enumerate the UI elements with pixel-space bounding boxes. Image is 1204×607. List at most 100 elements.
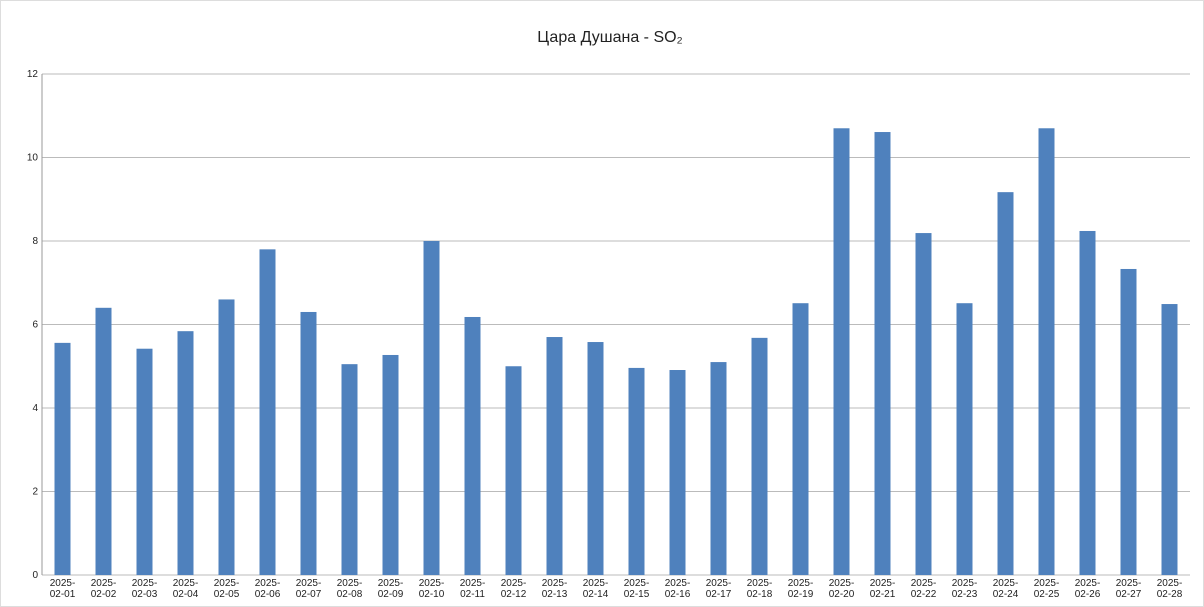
bar — [382, 354, 399, 575]
x-tick-label-line: 02-26 — [1075, 589, 1101, 600]
x-tick-label-line: 2025- — [1034, 578, 1060, 589]
x-tick-label-line: 02-17 — [706, 589, 732, 600]
x-tick-label: 2025-02-17 — [706, 578, 732, 600]
bar — [136, 348, 153, 575]
bar — [997, 192, 1014, 575]
x-tick-label-line: 2025- — [50, 578, 76, 589]
x-tick-label: 2025-02-03 — [132, 578, 158, 600]
x-tick-label-line: 02-10 — [419, 589, 445, 600]
x-tick-label: 2025-02-20 — [829, 578, 855, 600]
x-tick-label-line: 02-19 — [788, 589, 814, 600]
x-tick-label: 2025-02-19 — [788, 578, 814, 600]
x-tick-label-line: 02-24 — [993, 589, 1019, 600]
y-tick-label: 6 — [32, 320, 38, 331]
bar — [751, 337, 768, 575]
bar — [1038, 128, 1055, 575]
x-tick-label-line: 2025- — [501, 578, 527, 589]
x-tick-label: 2025-02-13 — [542, 578, 568, 600]
bar — [341, 364, 358, 575]
x-tick-label-line: 2025- — [1157, 578, 1183, 589]
x-tick-label: 2025-02-04 — [173, 578, 199, 600]
x-tick-label-line: 02-06 — [255, 589, 281, 600]
x-tick-label-line: 2025- — [829, 578, 855, 589]
bar — [218, 299, 235, 575]
bar — [259, 249, 276, 575]
x-tick-label-line: 2025- — [255, 578, 281, 589]
bar — [177, 331, 194, 575]
x-tick-label-line: 02-13 — [542, 589, 568, 600]
y-tick-label: 8 — [32, 236, 38, 247]
x-tick-label-line: 2025- — [665, 578, 691, 589]
x-tick-label-line: 02-05 — [214, 589, 240, 600]
x-tick-label-line: 2025- — [911, 578, 937, 589]
x-tick-label: 2025-02-14 — [583, 578, 609, 600]
bar — [915, 233, 932, 575]
x-tick-label-line: 02-18 — [747, 589, 773, 600]
bar — [54, 342, 71, 575]
x-tick-label-line: 02-01 — [50, 589, 76, 600]
bar — [546, 337, 563, 575]
bar — [423, 241, 440, 575]
x-tick-label-line: 2025- — [624, 578, 650, 589]
bar — [874, 132, 891, 575]
x-tick-label-line: 2025- — [542, 578, 568, 589]
bar — [1120, 268, 1137, 575]
x-tick-label: 2025-02-23 — [952, 578, 978, 600]
x-tick-label-line: 02-11 — [460, 589, 485, 600]
x-tick-label-line: 02-22 — [911, 589, 937, 600]
x-tick-label-line: 02-12 — [501, 589, 527, 600]
bar — [669, 370, 686, 575]
x-tick-label-line: 02-21 — [870, 589, 896, 600]
x-tick-label-line: 02-14 — [583, 589, 609, 600]
x-tick-label-line: 02-28 — [1157, 589, 1183, 600]
x-tick-label: 2025-02-21 — [870, 578, 896, 600]
x-tick-label: 2025-02-02 — [91, 578, 117, 600]
x-tick-label-line: 02-27 — [1116, 589, 1142, 600]
bar — [1161, 304, 1178, 575]
x-tick-label-line: 02-08 — [337, 589, 363, 600]
x-tick-label: 2025-02-10 — [419, 578, 445, 600]
x-tick-label: 2025-02-12 — [501, 578, 527, 600]
x-tick-label: 2025-02-27 — [1116, 578, 1142, 600]
bar — [95, 307, 112, 575]
x-tick-label-line: 2025- — [788, 578, 814, 589]
bar — [300, 311, 317, 575]
bar — [710, 362, 727, 575]
x-tick-label-line: 02-20 — [829, 589, 855, 600]
x-tick-label-line: 2025- — [993, 578, 1019, 589]
x-tick-label-line: 02-07 — [296, 589, 322, 600]
x-tick-label-line: 2025- — [1075, 578, 1101, 589]
x-tick-label-line: 2025- — [132, 578, 158, 589]
bar — [628, 367, 645, 575]
x-tick-label-line: 2025- — [460, 578, 486, 589]
x-tick-label-line: 2025- — [378, 578, 404, 589]
x-tick-label: 2025-02-22 — [911, 578, 937, 600]
x-tick-label-line: 02-03 — [132, 589, 158, 600]
x-tick-label: 2025-02-26 — [1075, 578, 1101, 600]
x-tick-label: 2025-02-06 — [255, 578, 281, 600]
y-tick-label: 0 — [32, 570, 38, 581]
bar — [464, 316, 481, 575]
x-tick-label: 2025-02-11 — [460, 578, 486, 600]
bar — [833, 128, 850, 575]
x-tick-label-line: 2025- — [583, 578, 609, 589]
x-tick-label-line: 2025- — [173, 578, 199, 589]
x-tick-label: 2025-02-08 — [337, 578, 363, 600]
x-tick-label: 2025-02-28 — [1157, 578, 1183, 600]
y-tick-label: 12 — [27, 69, 39, 80]
x-tick-label: 2025-02-16 — [665, 578, 691, 600]
x-tick-label: 2025-02-07 — [296, 578, 322, 600]
x-tick-label-line: 02-09 — [378, 589, 404, 600]
x-tick-label-line: 2025- — [337, 578, 363, 589]
x-tick-label-line: 2025- — [952, 578, 978, 589]
x-tick-label-line: 2025- — [706, 578, 732, 589]
bar — [1079, 230, 1096, 576]
x-tick-label-line: 2025- — [747, 578, 773, 589]
chart-title: Цара Душана - SO₂ — [537, 29, 683, 46]
x-tick-label: 2025-02-24 — [993, 578, 1019, 600]
x-tick-label-line: 2025- — [1116, 578, 1142, 589]
bar — [505, 366, 522, 575]
x-tick-label-line: 2025- — [296, 578, 322, 589]
